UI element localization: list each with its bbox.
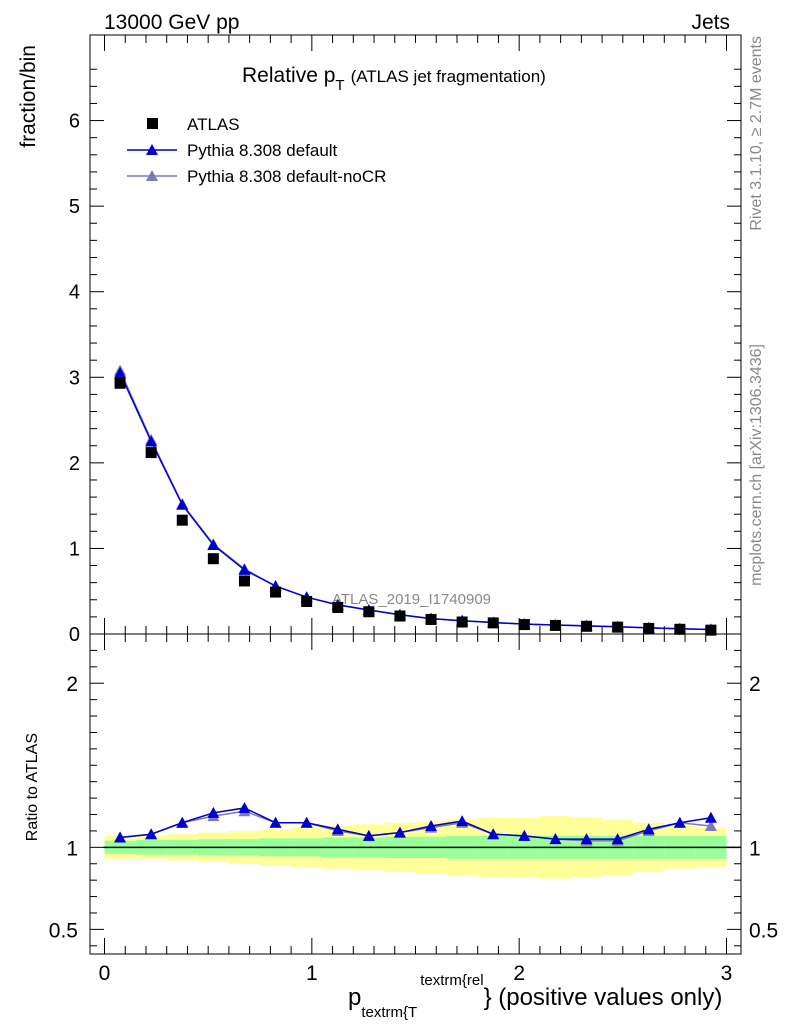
ratio-x-tick-label: 0 bbox=[99, 962, 111, 985]
legend-marker-nocr bbox=[146, 170, 158, 181]
atlas-data-point bbox=[394, 610, 406, 622]
atlas-data-point bbox=[487, 617, 499, 629]
main-y-tick-label: 0 bbox=[69, 624, 80, 646]
atlas-data-point bbox=[238, 575, 250, 587]
legend-marker-atlas bbox=[147, 118, 158, 129]
xlabel-sup: textrm{rel bbox=[420, 972, 483, 989]
atlas-data-point bbox=[176, 514, 188, 526]
main-y-tick-label: 4 bbox=[69, 282, 80, 304]
ratio-triangle-point bbox=[549, 833, 562, 845]
chart-title-rest: (ATLAS jet fragmentation) bbox=[351, 67, 546, 86]
ratio-triangle-point bbox=[114, 831, 127, 843]
legend-label-nocr: Pythia 8.308 default-noCR bbox=[187, 167, 386, 186]
chart-title-sub: T bbox=[335, 77, 344, 94]
ratio-x-tick-label: 2 bbox=[513, 962, 525, 985]
xlabel-sub: textrm{T bbox=[361, 1004, 417, 1021]
ratio-triangle-point bbox=[238, 801, 251, 813]
main-triangle-point bbox=[145, 435, 158, 447]
atlas-data-point bbox=[363, 606, 375, 618]
ratio-plot: 0.5 0.5 1 1 2 2 0 1 2 3 bbox=[49, 633, 778, 985]
ratio-triangle-point bbox=[673, 816, 686, 828]
chart-title-main: Relative p bbox=[242, 64, 335, 87]
ratio-triangle-point bbox=[207, 806, 220, 818]
energy-label: 13000 GeV pp bbox=[104, 11, 239, 34]
atlas-data-point bbox=[674, 623, 686, 635]
ratio-triangle-point bbox=[611, 833, 624, 845]
ratio-ylabel: Ratio to ATLAS bbox=[24, 733, 41, 841]
main-y-tick-label: 1 bbox=[69, 538, 80, 560]
atlas-data-point bbox=[145, 447, 157, 459]
process-label: Jets bbox=[691, 11, 730, 34]
ratio-triangle-point bbox=[487, 828, 500, 840]
atlas-data-point bbox=[549, 619, 561, 631]
ratio-y-tick-label-right: 0.5 bbox=[749, 919, 778, 942]
ratio-triangle-point bbox=[393, 826, 406, 838]
main-y-tick-label: 5 bbox=[69, 196, 80, 218]
legend-label-default: Pythia 8.308 default bbox=[187, 141, 338, 160]
ratio-triangle-point bbox=[456, 815, 469, 827]
xlabel-rest: } (positive values only) bbox=[484, 984, 723, 1011]
main-y-tick-label: 6 bbox=[69, 111, 80, 133]
atlas-data-point bbox=[207, 553, 219, 565]
analysis-watermark: ATLAS_2019_I1740909 bbox=[332, 591, 491, 608]
ratio-triangle-point bbox=[362, 829, 375, 841]
ratio-triangle-point bbox=[425, 820, 438, 831]
ratio-x-tick-label: 1 bbox=[306, 962, 318, 985]
ratio-triangle-point bbox=[269, 816, 282, 828]
main-triangle-point bbox=[238, 563, 251, 575]
ratio-triangle-point bbox=[642, 823, 655, 835]
legend-label-atlas: ATLAS bbox=[187, 115, 240, 134]
mcplots-label: mcplots.cern.ch [arXiv:1306.3436] bbox=[748, 344, 765, 586]
ratio-frame bbox=[89, 633, 742, 955]
main-ylabel: fraction/bin bbox=[17, 45, 40, 148]
atlas-data-point bbox=[425, 613, 437, 625]
ratio-y-tick-label: 0.5 bbox=[49, 919, 78, 942]
main-triangle-point bbox=[176, 498, 189, 510]
ratio-y-tick-label-right: 2 bbox=[749, 673, 761, 696]
atlas-data-point bbox=[643, 622, 655, 634]
ratio-triangle-point bbox=[300, 816, 313, 828]
atlas-data-point bbox=[612, 621, 624, 633]
atlas-data-point bbox=[114, 377, 126, 389]
chart-title: Relative pT (ATLAS jet fragmentation) bbox=[242, 64, 546, 94]
ratio-triangle-point bbox=[176, 816, 189, 828]
ratio-triangle-point bbox=[704, 811, 717, 823]
ratio-xlabel: ptextrm{Ttextrm{rel} (positive values on… bbox=[348, 972, 722, 1021]
atlas-data-point bbox=[518, 619, 530, 631]
atlas-data-point bbox=[270, 586, 282, 598]
main-y-tick-label: 2 bbox=[69, 453, 80, 475]
atlas-data-point bbox=[456, 616, 468, 628]
ratio-triangle-point bbox=[331, 823, 344, 835]
ratio-triangle-point bbox=[704, 820, 717, 831]
main-triangle-point bbox=[207, 539, 220, 551]
main-plot: 0 1 2 3 4 5 6 bbox=[69, 34, 742, 646]
ratio-triangle-point bbox=[518, 829, 531, 841]
rivet-label: Rivet 3.1.10, ≥ 2.7M events bbox=[748, 36, 765, 231]
ratio-triangle-point bbox=[145, 828, 158, 840]
ratio-y-tick-label-right: 1 bbox=[749, 837, 761, 860]
ratio-triangle-point bbox=[580, 833, 593, 845]
atlas-data-point bbox=[705, 624, 717, 636]
ratio-series-line bbox=[119, 810, 712, 842]
main-y-tick-label: 3 bbox=[69, 367, 80, 389]
xlabel-p: p bbox=[348, 984, 361, 1011]
atlas-data-point bbox=[581, 620, 593, 632]
legend-marker-default bbox=[146, 144, 158, 155]
atlas-data-point bbox=[301, 595, 313, 607]
atlas-data-point bbox=[332, 601, 344, 613]
legend: ATLAS Pythia 8.308 default Pythia 8.308 … bbox=[127, 115, 386, 186]
ratio-y-tick-label: 2 bbox=[66, 673, 78, 696]
ratio-series-line bbox=[119, 807, 712, 840]
main-triangle-point bbox=[114, 367, 127, 379]
ratio-y-tick-label: 1 bbox=[66, 837, 78, 860]
ratio-x-tick-label: 3 bbox=[721, 962, 733, 985]
